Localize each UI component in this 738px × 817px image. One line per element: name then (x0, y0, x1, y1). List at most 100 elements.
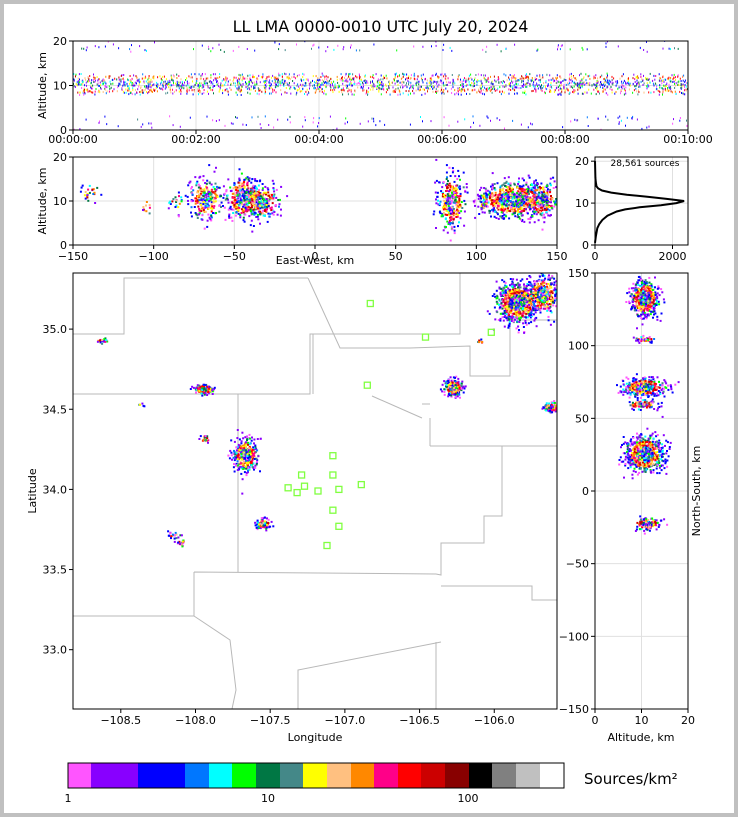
time-height-source (147, 82, 149, 85)
east-west-source (142, 209, 144, 211)
east-west-source (535, 208, 538, 211)
time-height-source (410, 81, 412, 84)
time-height-source (397, 79, 399, 82)
time-height-source (495, 80, 497, 83)
time-height-source (682, 84, 684, 87)
time-height-source (300, 78, 302, 81)
time-height-source (526, 76, 528, 79)
time-height-source (516, 136, 517, 138)
east-west-source (232, 212, 235, 214)
time-height-source (168, 82, 170, 85)
time-height-source (77, 77, 79, 80)
time-height-source (76, 81, 78, 84)
east-west-source (273, 193, 276, 196)
histogram-tick-label: 2000 (659, 250, 687, 263)
time-height-source (173, 81, 174, 84)
time-height-source (663, 79, 665, 82)
time-height-source (476, 91, 478, 94)
east-west-source (200, 210, 203, 213)
east-west-source (536, 183, 539, 186)
east-west-source (501, 203, 504, 206)
time-height-source (470, 126, 472, 129)
time-height-source (609, 80, 611, 83)
east-west-source (482, 194, 485, 197)
time-height-source (577, 86, 579, 89)
time-height-source (143, 80, 145, 83)
time-height-source (264, 87, 266, 89)
time-height-source (662, 90, 664, 93)
time-height-source (342, 48, 344, 51)
east-west-source (263, 210, 266, 212)
time-height-source (559, 75, 561, 78)
time-height-source (162, 82, 164, 85)
time-height-source (521, 81, 523, 84)
time-height-source (626, 116, 628, 119)
east-west-source (212, 197, 215, 200)
time-height-source (131, 93, 133, 96)
time-height-source (242, 123, 244, 126)
east-west-source (528, 176, 531, 179)
east-west-source (248, 202, 251, 204)
time-height-source (233, 78, 235, 81)
time-height-source (646, 85, 648, 88)
time-height-source (673, 76, 675, 79)
east-west-source (473, 201, 476, 204)
time-height-source (461, 80, 463, 83)
time-height-source (164, 80, 166, 83)
east-west-source (497, 198, 500, 201)
east-west-source (264, 203, 267, 206)
time-height-source (618, 121, 620, 124)
east-west-source (493, 187, 496, 189)
time-height-source (424, 92, 426, 95)
east-west-source (244, 195, 247, 198)
source-count-annotation: 28,561 sources (611, 159, 680, 169)
time-height-source (94, 90, 96, 93)
time-height-source (297, 83, 299, 86)
time-height-source (127, 78, 129, 81)
time-height-source (516, 92, 518, 95)
east-west-source (540, 182, 543, 185)
time-height-source (150, 86, 152, 89)
time-height-source (388, 87, 390, 89)
east-west-source (525, 183, 528, 186)
east-west-source (210, 214, 213, 217)
time-height-source (415, 82, 417, 85)
time-height-source (196, 77, 198, 80)
east-west-sources (79, 158, 557, 242)
time-height-source (648, 91, 650, 94)
time-height-source (87, 76, 89, 79)
east-west-source (235, 199, 238, 202)
time-height-source (335, 86, 336, 89)
east-west-source (521, 200, 524, 203)
east-west-source (260, 200, 263, 203)
time-height-source (188, 82, 190, 85)
time-height-source (123, 83, 125, 86)
time-height-source (146, 85, 148, 88)
time-height-source (429, 84, 431, 87)
east-west-source (252, 188, 255, 191)
time-height-source (370, 81, 371, 84)
time-height-source (240, 74, 242, 77)
time-height-source (330, 81, 332, 84)
time-height-source (215, 77, 217, 80)
east-west-source (505, 189, 508, 192)
east-west-source (217, 186, 220, 189)
east-west-source (454, 192, 457, 195)
east-west-source (86, 196, 89, 199)
time-height-source (146, 49, 147, 52)
east-west-source (554, 201, 557, 204)
east-west-source (205, 182, 208, 185)
time-height-source (203, 89, 205, 91)
east-west-source (266, 206, 269, 209)
east-west-source (203, 188, 206, 191)
east-west-source (446, 182, 449, 185)
time-height-source (536, 78, 538, 80)
time-height-source (248, 83, 250, 85)
east-west-source (208, 181, 211, 184)
time-height-source (204, 83, 206, 85)
east-west-source (516, 203, 518, 206)
east-west-source (443, 203, 446, 206)
time-height-source (165, 92, 167, 95)
time-height-source (359, 76, 361, 78)
time-height-source (143, 81, 145, 84)
